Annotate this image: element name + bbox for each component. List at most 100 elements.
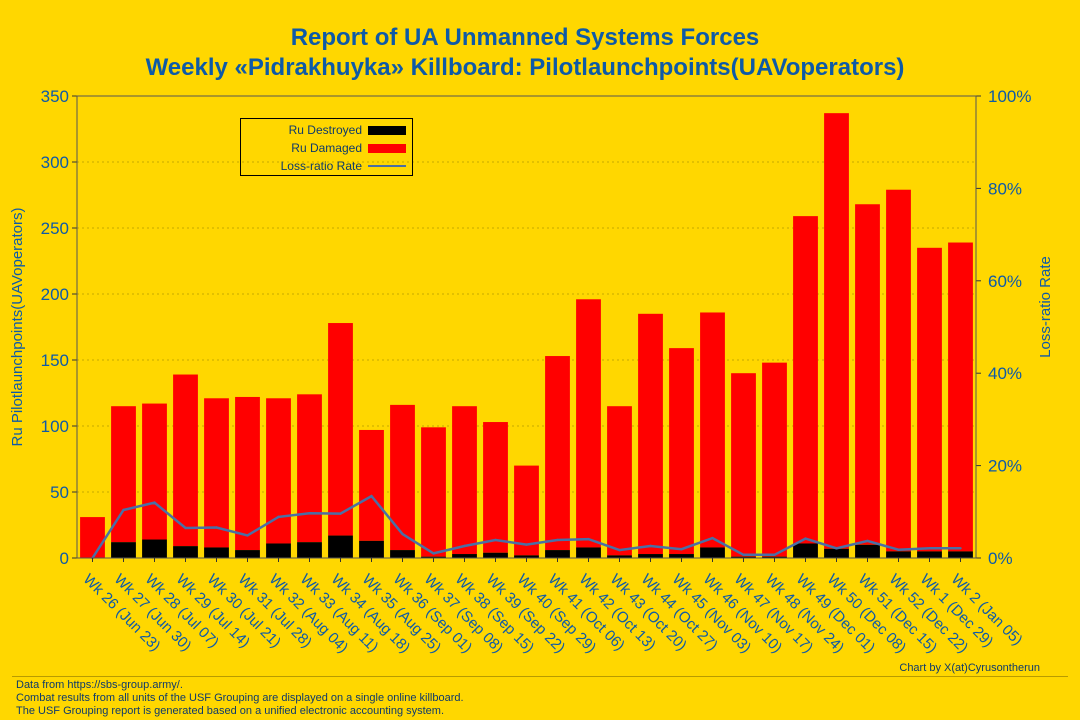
bar-damaged bbox=[731, 373, 756, 557]
bar-destroyed bbox=[948, 551, 973, 558]
bar-damaged bbox=[948, 242, 973, 552]
bar-destroyed bbox=[390, 550, 415, 558]
loss-ratio-point bbox=[556, 538, 559, 542]
loss-ratio-point bbox=[494, 538, 497, 542]
loss-ratio-point bbox=[432, 552, 435, 555]
bar-destroyed bbox=[452, 554, 477, 558]
bar-destroyed bbox=[762, 556, 787, 558]
loss-ratio-point bbox=[928, 547, 931, 550]
bar-damaged bbox=[638, 313, 663, 555]
y-tick-label: 100 bbox=[41, 417, 69, 436]
bar-destroyed bbox=[607, 555, 632, 558]
bar-damaged bbox=[390, 404, 415, 551]
bar-destroyed bbox=[359, 540, 384, 558]
legend-swatch-destroyed bbox=[368, 125, 406, 135]
loss-ratio-point bbox=[835, 547, 838, 550]
bar-destroyed bbox=[855, 544, 880, 558]
y2-tick-label: 100% bbox=[988, 87, 1031, 106]
loss-ratio-point bbox=[463, 544, 466, 548]
labels-layer: 0501001502002503003500%20%40%60%80%100%W… bbox=[9, 87, 1054, 657]
y2-tick-label: 0% bbox=[988, 549, 1013, 568]
footer-note-1: Combat results from all units of the USF… bbox=[16, 692, 464, 704]
legend-item-damaged: Ru Damaged bbox=[291, 140, 406, 156]
bar-damaged bbox=[855, 204, 880, 545]
legend-label-damaged: Ru Damaged bbox=[291, 141, 362, 155]
bar-destroyed bbox=[235, 550, 260, 558]
legend-item-destroyed: Ru Destroyed bbox=[289, 122, 406, 138]
bar-damaged bbox=[421, 427, 446, 557]
loss-ratio-point bbox=[680, 548, 683, 551]
chart-title-line-1: Report of UA Unmanned Systems Forces bbox=[290, 24, 760, 51]
bar-destroyed bbox=[297, 542, 322, 558]
bar-destroyed bbox=[204, 547, 229, 558]
legend-swatch-damaged bbox=[368, 143, 406, 153]
bar-damaged bbox=[545, 356, 570, 551]
legend-label-destroyed: Ru Destroyed bbox=[288, 123, 362, 137]
bar-damaged bbox=[576, 299, 601, 548]
loss-ratio-point bbox=[711, 536, 714, 540]
bar-destroyed bbox=[111, 542, 136, 558]
loss-ratio-point bbox=[370, 494, 373, 498]
axes-layer bbox=[72, 95, 981, 562]
loss-ratio-point bbox=[401, 532, 404, 536]
bar-destroyed bbox=[545, 550, 570, 558]
bar-destroyed bbox=[142, 539, 167, 558]
bar-destroyed bbox=[669, 554, 694, 558]
loss-ratio-point bbox=[959, 547, 962, 550]
bar-damaged bbox=[235, 396, 260, 551]
bar-destroyed bbox=[514, 555, 539, 558]
bar-damaged bbox=[173, 374, 198, 547]
bar-damaged bbox=[111, 406, 136, 543]
bar-destroyed bbox=[421, 556, 446, 558]
loss-ratio-point bbox=[339, 512, 342, 515]
y2-tick-label: 60% bbox=[988, 272, 1022, 291]
footer-divider bbox=[12, 676, 1068, 677]
y-tick-label: 300 bbox=[41, 153, 69, 172]
loss-ratio-point bbox=[525, 543, 528, 546]
bar-destroyed bbox=[917, 551, 942, 558]
loss-ratio-point bbox=[308, 511, 311, 515]
bar-damaged bbox=[669, 348, 694, 555]
loss-ratio-point bbox=[122, 508, 125, 512]
y2-tick-label: 40% bbox=[988, 364, 1022, 383]
bar-damaged bbox=[204, 398, 229, 548]
y-tick-label: 50 bbox=[50, 483, 69, 502]
chart-title-line-2: Weekly «Pidrakhuyka» Killboard: Pilotlau… bbox=[145, 54, 905, 81]
bar-damaged bbox=[607, 406, 632, 556]
bar-destroyed bbox=[700, 547, 725, 558]
bars-layer bbox=[80, 113, 973, 558]
footer-source: Data from https://sbs-group.army/. bbox=[16, 679, 183, 691]
bar-destroyed bbox=[824, 548, 849, 558]
bar-damaged bbox=[142, 403, 167, 540]
bar-damaged bbox=[266, 398, 291, 544]
bar-destroyed bbox=[576, 547, 601, 558]
bar-damaged bbox=[80, 517, 105, 558]
loss-ratio-point bbox=[773, 553, 776, 556]
y2-tick-label: 20% bbox=[988, 457, 1022, 476]
y-tick-label: 350 bbox=[41, 87, 69, 106]
loss-ratio-point bbox=[587, 537, 590, 541]
y-tick-label: 0 bbox=[60, 549, 69, 568]
loss-ratio-point bbox=[649, 544, 652, 548]
loss-ratio-point bbox=[897, 548, 900, 551]
loss-ratio-point bbox=[215, 526, 218, 529]
bar-damaged bbox=[917, 247, 942, 552]
bar-damaged bbox=[700, 312, 725, 548]
bar-destroyed bbox=[886, 551, 911, 558]
loss-ratio-point bbox=[618, 548, 621, 552]
chart-legend: Ru Destroyed Ru Damaged Loss-ratio Rate bbox=[240, 118, 413, 176]
line-layer bbox=[91, 494, 962, 560]
y-axis-title: Ru Pilotlaunchpoints(UAVoperators) bbox=[9, 207, 26, 446]
loss-ratio-point bbox=[153, 501, 156, 504]
bar-damaged bbox=[824, 113, 849, 549]
bar-damaged bbox=[328, 323, 353, 536]
bar-destroyed bbox=[483, 552, 508, 558]
loss-ratio-point bbox=[246, 534, 249, 537]
bar-damaged bbox=[297, 394, 322, 543]
bar-damaged bbox=[483, 422, 508, 553]
legend-item-loss-ratio: Loss-ratio Rate bbox=[281, 158, 406, 174]
y-tick-label: 250 bbox=[41, 219, 69, 238]
bar-damaged bbox=[886, 189, 911, 552]
loss-ratio-point bbox=[866, 539, 869, 543]
